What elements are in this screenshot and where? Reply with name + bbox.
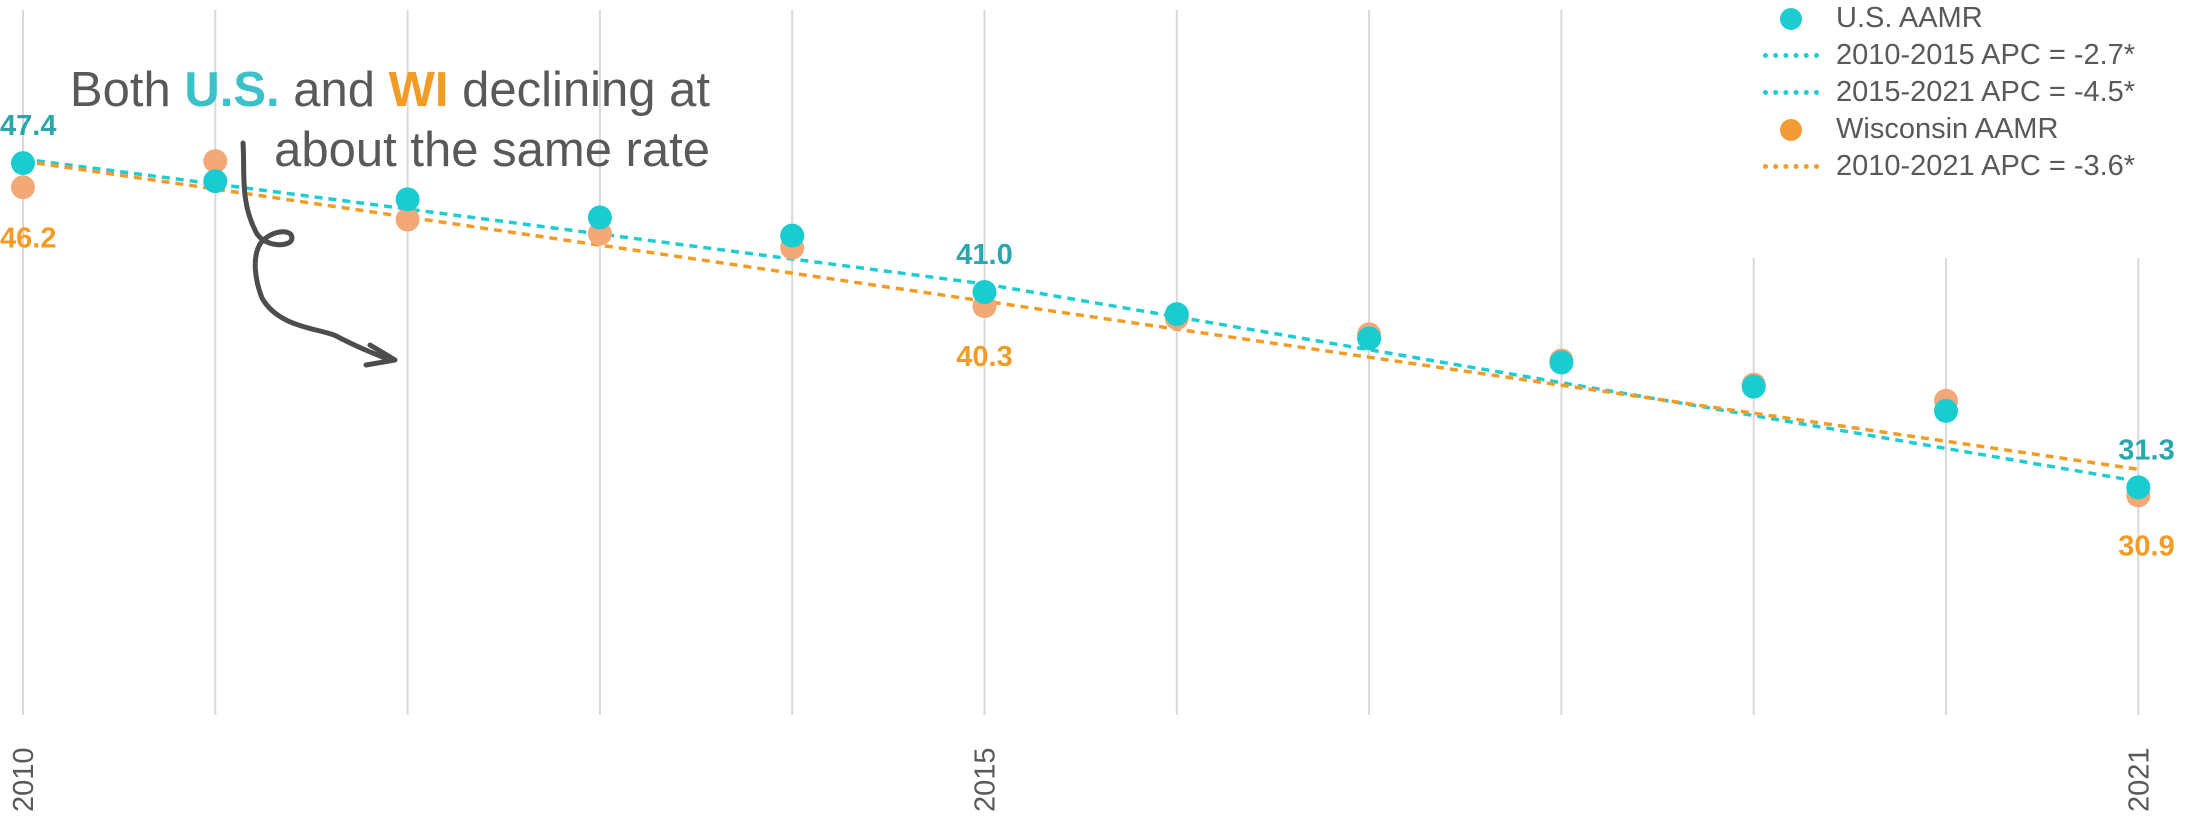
legend-item-us-aamr: U.S. AAMR: [1760, 0, 2135, 37]
annotation-prefix: Both: [69, 63, 185, 117]
annotation-line-2: about the same rate: [274, 123, 710, 177]
annotation-middle: and: [279, 63, 389, 117]
x-axis-ticks: 2010 2015 2021: [8, 747, 2155, 812]
legend-label: 2010-2021 APC = -3.6*: [1836, 150, 2136, 182]
data-point-us-2011: [203, 169, 228, 194]
data-point-us-2019: [1741, 374, 1766, 399]
tick-label-2015: 2015: [970, 747, 1002, 812]
legend-label: 2010-2015 APC = -2.7*: [1836, 39, 2136, 71]
legend: U.S. AAMR 2010-2015 APC = -2.7* 2015-202…: [1760, 0, 2135, 185]
legend-dot-wi: [1780, 118, 1802, 141]
data-point-wi-2011: [203, 149, 228, 174]
annotation-wi: WI: [388, 63, 449, 117]
trend-lines: [22, 157, 2139, 484]
annotation-line-1: Both U.S. and WI declining at: [40, 60, 710, 120]
data-point-us-2017: [1357, 326, 1382, 351]
annotation-us: U.S.: [184, 63, 280, 117]
trend-line-us-0: [22, 157, 985, 286]
data-label-us-2021: 31.3: [2118, 434, 2174, 466]
legend-label: Wisconsin AAMR: [1836, 113, 2059, 145]
chart-annotation: Both U.S. and WI declining at about the …: [40, 60, 710, 180]
legend-dash-us-1: [1763, 53, 1819, 58]
data-label-wi-2021: 30.9: [2118, 530, 2174, 562]
legend-dash-us-2: [1763, 90, 1819, 95]
data-point-us-2016: [1164, 302, 1189, 327]
data-labels: 47.4 46.2 41.0 40.3 31.3 30.9: [0, 110, 2175, 562]
data-point-wi-2012: [395, 207, 420, 232]
legend-label: 2015-2021 APC = -4.5*: [1836, 76, 2136, 108]
legend-item-us-apc-2015-2021: 2015-2021 APC = -4.5*: [1760, 74, 2135, 111]
data-point-us-2014: [780, 223, 805, 248]
data-point-us-2021: [2126, 475, 2151, 500]
tick-label-2010: 2010: [8, 747, 40, 812]
data-points: [11, 149, 2151, 508]
annotation-arrow: [240, 140, 388, 361]
data-point-us-2020: [1934, 398, 1958, 423]
data-point-us-2013: [587, 205, 612, 230]
data-label-wi-2015: 40.3: [956, 341, 1012, 373]
data-label-wi-2010: 46.2: [0, 222, 56, 254]
legend-label: U.S. AAMR: [1836, 2, 1983, 34]
data-point-us-2012: [395, 187, 420, 212]
legend-item-wi-aamr: Wisconsin AAMR: [1760, 111, 2135, 148]
data-point-wi-2010: [11, 175, 35, 200]
legend-dash-wi: [1763, 164, 1819, 169]
data-label-us-2015: 41.0: [956, 239, 1012, 271]
legend-dot-us: [1780, 7, 1802, 30]
annotation-arrowhead: [363, 342, 398, 368]
legend-item-wi-apc-2010-2021: 2010-2021 APC = -3.6*: [1760, 148, 2135, 185]
trend-line-wi-0: [22, 159, 2139, 471]
legend-item-us-apc-2010-2015: 2010-2015 APC = -2.7*: [1760, 37, 2135, 74]
data-label-us-2010: 47.4: [0, 110, 56, 142]
tick-label-2021: 2021: [2123, 747, 2155, 812]
data-point-us-2018: [1549, 350, 1574, 375]
data-point-us-2015: [972, 280, 997, 304]
annotation-suffix: declining at: [448, 63, 710, 117]
data-point-us-2010: [11, 151, 35, 176]
